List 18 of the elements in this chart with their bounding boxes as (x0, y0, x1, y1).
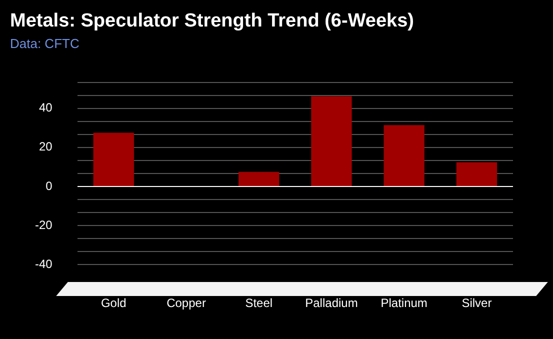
bar (311, 96, 352, 186)
y-tick-label: -20 (35, 218, 53, 232)
x-tick-label: Gold (100, 296, 126, 310)
y-tick-label: 0 (46, 178, 53, 193)
bar (93, 132, 134, 186)
x-tick-label: Silver (462, 296, 492, 310)
x-tick-label: Palladium (305, 296, 358, 310)
bar (238, 172, 280, 186)
x-tick-label: Platinum (380, 296, 428, 310)
chart-title: Metals: Speculator Strength Trend (6-Weeks) (10, 10, 414, 32)
bar (456, 162, 498, 186)
bar (384, 125, 424, 186)
y-tick-label: -40 (35, 256, 53, 271)
y-tick-label: 40 (38, 100, 53, 115)
x-tick-label: Steel (245, 296, 273, 310)
x-tick-label: Copper (166, 296, 206, 310)
y-tick-label: 20 (38, 140, 53, 154)
chart-subtitle: Data: CFTC (10, 36, 80, 52)
